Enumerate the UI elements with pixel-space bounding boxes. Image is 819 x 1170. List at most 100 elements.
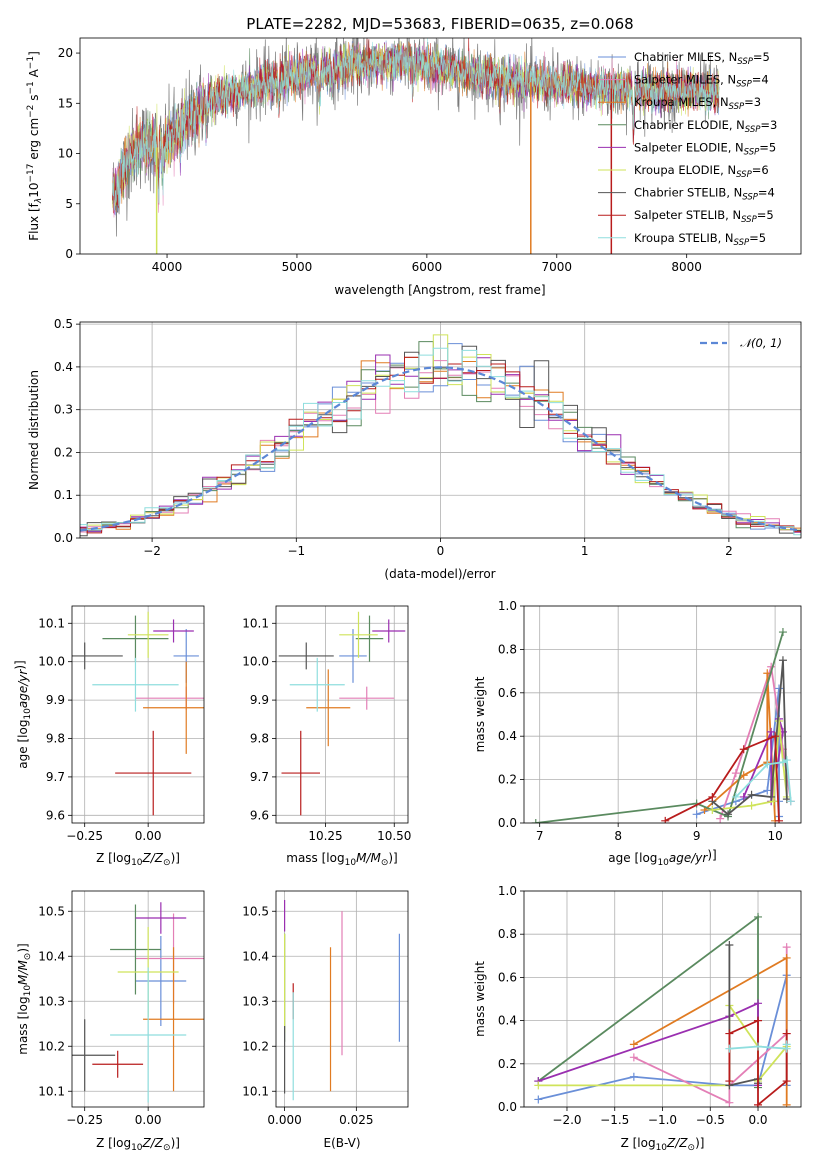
- massweight-marker: [725, 1098, 734, 1107]
- massweight-marker: [754, 912, 763, 921]
- mass-vs-Z-plot-area: [72, 902, 204, 1103]
- age-vs-mass-frame: [275, 605, 409, 824]
- mass-vs-EBV-ytick-label: 10.5: [242, 904, 269, 918]
- massweight-vs-age-plot-area: [531, 628, 795, 823]
- mass-vs-EBV-frame: [275, 890, 409, 1108]
- age-vs-mass-ytick-label: 9.9: [250, 693, 269, 707]
- massweight-marker: [534, 1081, 543, 1090]
- mass-vs-EBV-ytick-label: 10.4: [242, 949, 269, 963]
- massweight-marker: [731, 792, 740, 801]
- massweight-marker: [725, 1077, 734, 1086]
- residual-histogram-ytick-label: 0.1: [54, 488, 73, 502]
- age-vs-mass-ytick-label: 10.0: [242, 655, 269, 669]
- massweight-series-line: [537, 915, 759, 1088]
- massweight-marker: [754, 1016, 763, 1025]
- massweight-marker: [775, 684, 784, 693]
- spectrum-xtick-label: 6000: [412, 260, 443, 274]
- spectrum-xlabel: wavelength [Angstrom, rest frame]: [334, 283, 545, 297]
- spectrum-ytick-label: 5: [65, 197, 73, 211]
- spectrum-ytick-label: 20: [58, 46, 73, 60]
- spectrum-xtick-label: 5000: [282, 260, 313, 274]
- massweight-marker: [629, 1040, 638, 1049]
- massweight-marker: [716, 814, 725, 823]
- age-vs-Z-ylabel: age [log10age/yr)]: [13, 660, 33, 768]
- legend-label: Chabrier ELODIE, NSSP=3: [634, 118, 777, 135]
- residual-histogram-ytick-label: 0.0: [54, 531, 73, 545]
- residual-histogram-ytick-label: 0.4: [54, 360, 73, 374]
- spectrum-xtick-label: 7000: [541, 260, 572, 274]
- age-vs-mass-xlabel: mass [log10M/M⊙)]: [286, 851, 397, 868]
- figure-title: PLATE=2282, MJD=53683, FIBERID=0635, z=0…: [246, 15, 633, 33]
- mass-vs-Z-axes: −0.25 0.00 10.1 10.2 10.3 10.4 10.5: [38, 891, 204, 1127]
- spectrum-xtick-label: 8000: [671, 260, 702, 274]
- massweight-series-line: [538, 1001, 759, 1086]
- massweight-marker: [739, 745, 748, 754]
- massweight-vs-age-xtick-label: 8: [614, 829, 622, 843]
- mass-vs-EBV-xtick-label: 0.025: [339, 1113, 373, 1127]
- age-vs-Z-ytick-label: 10.0: [38, 655, 65, 669]
- spectrum-plot-area: [112, 38, 720, 254]
- massweight-marker: [782, 1100, 791, 1107]
- massweight-vs-Z-xtick-label: −0.5: [696, 1113, 725, 1127]
- mass-vs-EBV-axes: 0.000 0.025 10.1 10.2 10.3 10.4 10.5: [242, 891, 408, 1127]
- massweight-vs-Z-xlabel: Z [log10Z/Z⊙)]: [621, 1136, 705, 1153]
- massweight-marker: [531, 819, 540, 823]
- massweight-marker: [782, 943, 791, 952]
- mass-vs-EBV-ytick-label: 10.2: [242, 1039, 269, 1053]
- massweight-marker: [782, 1040, 791, 1049]
- massweight-marker: [724, 810, 733, 819]
- age-vs-mass-xtick-label: 10.25: [308, 829, 342, 843]
- massweight-marker: [763, 760, 772, 769]
- age-vs-Z-ytick-label: 10.1: [38, 616, 65, 630]
- residual-histogram-ytick-label: 0.3: [54, 403, 73, 417]
- massweight-vs-Z-ylabel: mass weight: [473, 961, 487, 1037]
- legend-label: Kroupa ELODIE, NSSP=6: [634, 163, 769, 180]
- legend-label: Kroupa MILES, NSSP=3: [634, 95, 761, 112]
- age-vs-mass-ytick-label: 9.8: [250, 732, 269, 746]
- massweight-marker: [763, 786, 772, 795]
- massweight-marker: [747, 790, 756, 799]
- massweight-vs-age-xlabel: age [log10age/yr)]: [608, 848, 716, 868]
- residual-histogram-ytick-label: 0.2: [54, 445, 73, 459]
- massweight-vs-Z-plot-area: [534, 912, 791, 1107]
- gaussian-reference-curve: [80, 366, 799, 532]
- mass-vs-Z-frame: [71, 890, 205, 1108]
- massweight-vs-age-xtick-label: 10: [767, 829, 782, 843]
- massweight-marker: [692, 810, 701, 819]
- spectrum-ytick-label: 15: [58, 96, 73, 110]
- massweight-marker: [782, 756, 791, 765]
- massweight-marker: [786, 797, 795, 806]
- mass-vs-Z-ytick-label: 10.3: [38, 994, 65, 1008]
- age-vs-mass-ytick-label: 9.7: [250, 770, 269, 784]
- mass-vs-EBV-plot-area: [284, 900, 400, 1101]
- massweight-marker: [754, 1042, 763, 1051]
- massweight-vs-age-ytick-label: 0.2: [498, 773, 517, 787]
- legend-label: Salpeter STELIB, NSSP=5: [634, 208, 774, 225]
- spectrum-ytick-label: 0: [65, 247, 73, 261]
- massweight-marker: [754, 1100, 763, 1107]
- spectrum-legend: Chabrier MILES, NSSP=5 Salpeter MILES, NS…: [598, 50, 777, 248]
- legend-label: Kroupa STELIB, NSSP=5: [634, 231, 766, 248]
- age-vs-Z-ytick-label: 9.8: [46, 732, 65, 746]
- massweight-vs-Z-ytick-label: 0.6: [498, 970, 517, 984]
- spectrum-ytick-label: 10: [58, 147, 73, 161]
- age-vs-mass-ytick-label: 10.1: [242, 616, 269, 630]
- spectrum-series-line: [112, 38, 720, 212]
- massweight-marker: [782, 953, 791, 962]
- spectrum-ylabel: Flux [fλ10−17 erg cm−2 s−1 A−1]: [26, 51, 44, 241]
- spectrum-xtick-label: 4000: [152, 260, 183, 274]
- age-vs-Z-axes: −0.25 0.00 9.6 9.7 9.8 9.9 10.0 10.1: [38, 606, 204, 843]
- massweight-vs-age-xtick-label: 7: [536, 829, 544, 843]
- massweight-series-line: [711, 660, 788, 816]
- residual-histogram-plot-area: [80, 334, 801, 537]
- massweight-marker: [725, 1029, 734, 1038]
- massweight-marker: [754, 999, 763, 1008]
- mass-vs-EBV-ytick-label: 10.1: [242, 1084, 269, 1098]
- mass-vs-EBV-xtick-label: 0.000: [267, 1113, 301, 1127]
- mass-vs-Z-ytick-label: 10.5: [38, 904, 65, 918]
- histogram-ylabel: Normed distribution: [27, 370, 41, 490]
- residual-histogram-frame: [79, 321, 802, 539]
- massweight-marker: [661, 816, 670, 823]
- massweight-marker: [725, 941, 734, 949]
